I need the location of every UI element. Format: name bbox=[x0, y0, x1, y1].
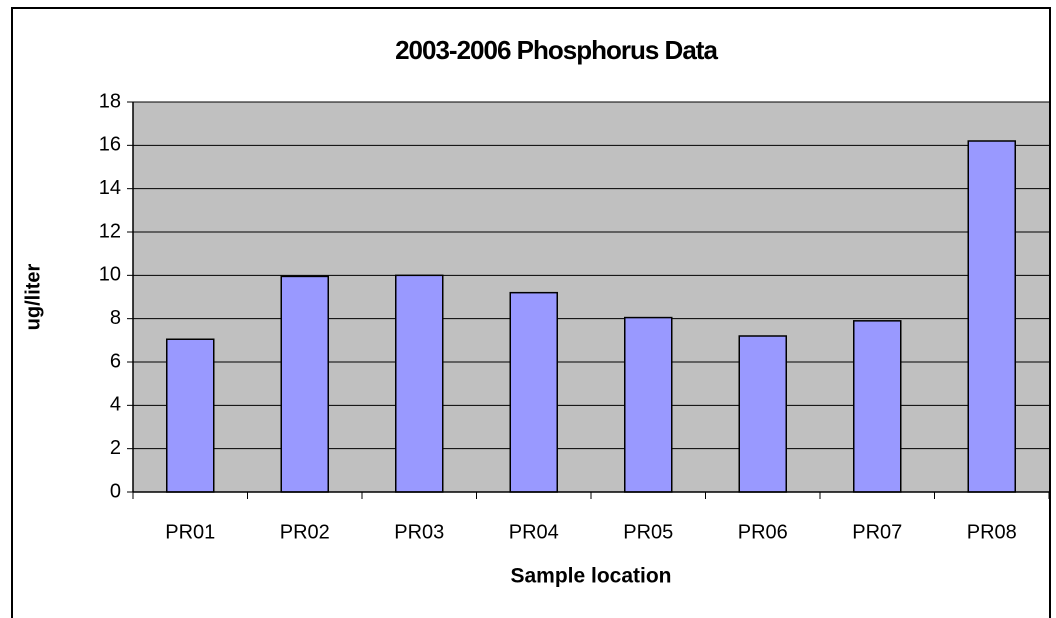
chart-title: 2003-2006 Phosphorus Data bbox=[395, 35, 718, 65]
y-tick-label: 8 bbox=[110, 307, 121, 329]
x-tick-label: PR05 bbox=[623, 521, 673, 543]
y-tick-label: 12 bbox=[99, 220, 121, 242]
chart-frame bbox=[11, 7, 1051, 618]
y-axis-label: ug/liter bbox=[22, 263, 44, 330]
y-tick-label: 4 bbox=[110, 394, 121, 416]
bar bbox=[166, 338, 215, 493]
x-tick-label: PR01 bbox=[165, 521, 215, 543]
x-tick-label: PR04 bbox=[509, 521, 559, 543]
x-tick-label: PR02 bbox=[280, 521, 330, 543]
bar bbox=[853, 320, 902, 493]
y-tick-label: 2 bbox=[110, 437, 121, 459]
bar bbox=[738, 335, 787, 493]
y-tick-label: 10 bbox=[99, 264, 121, 286]
plot-area bbox=[133, 102, 1049, 492]
bar bbox=[967, 140, 1016, 493]
x-tick-label: PR06 bbox=[738, 521, 788, 543]
bar bbox=[509, 291, 558, 493]
x-axis-label: Sample location bbox=[510, 565, 671, 588]
y-tick-label: 6 bbox=[110, 350, 121, 372]
y-tick-label: 18 bbox=[99, 90, 121, 112]
y-tick-label: 14 bbox=[99, 177, 121, 199]
y-tick-label: 16 bbox=[99, 134, 121, 156]
bar bbox=[395, 274, 444, 493]
x-tick-label: PR08 bbox=[967, 521, 1017, 543]
bar bbox=[280, 275, 329, 493]
y-tick-label: 0 bbox=[110, 480, 121, 502]
bar bbox=[624, 316, 673, 493]
x-tick-label: PR07 bbox=[852, 521, 902, 543]
x-tick-label: PR03 bbox=[394, 521, 444, 543]
